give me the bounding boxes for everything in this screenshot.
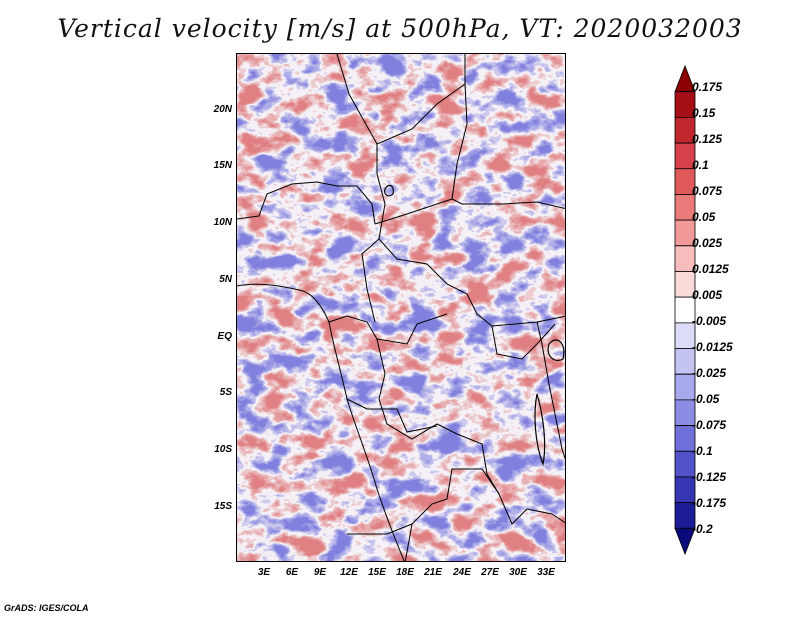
- colorbar-label: -0.2: [692, 522, 713, 536]
- lakes: [384, 184, 565, 467]
- border-central: [336, 54, 386, 323]
- lat-label: 5S: [219, 387, 232, 398]
- lon-label: 24E: [453, 567, 471, 578]
- border-west: [237, 181, 376, 225]
- colorbar-label: 0.125: [692, 132, 723, 146]
- velocity-map: [236, 53, 566, 562]
- colorbar-label: -0.175: [692, 496, 727, 510]
- colorbar: [674, 64, 696, 556]
- colorbar-label: -0.005: [692, 314, 727, 328]
- lat-label: 5N: [219, 274, 232, 285]
- colorbar-segment: [674, 527, 696, 556]
- coastline: [237, 283, 405, 561]
- border-zambia: [404, 468, 565, 561]
- map-title: Vertical velocity [m/s] at 500hPa, VT: 2…: [57, 14, 743, 43]
- lon-label: 15E: [368, 567, 386, 578]
- border-angola-north: [346, 398, 438, 433]
- border-namibia: [347, 523, 413, 535]
- lon-label: 21E: [424, 567, 442, 578]
- lat-label: 15S: [214, 501, 232, 512]
- colorbar-label: 0.025: [692, 236, 723, 250]
- colorbar-label: 0.1: [692, 158, 709, 172]
- lake-victoria: [547, 339, 565, 362]
- border-uganda: [491, 323, 556, 360]
- lat-label: 15N: [213, 160, 232, 171]
- colorbar-label: 0.075: [692, 184, 723, 198]
- lat-label: 10N: [213, 217, 232, 228]
- colorbar-label: -0.125: [692, 470, 727, 484]
- border-drc-south: [376, 338, 500, 495]
- lon-label: 6E: [285, 567, 299, 578]
- colorbar-label: -0.0125: [692, 340, 733, 354]
- velocity-field: [237, 54, 565, 561]
- lon-label: 9E: [313, 567, 327, 578]
- border-chad: [374, 198, 453, 225]
- colorbar-label: 0.05: [692, 210, 716, 224]
- colorbar-label: -0.075: [692, 418, 727, 432]
- lat-label: EQ: [217, 331, 232, 342]
- colorbar-label: 0.0125: [692, 262, 729, 276]
- colorbar-label: -0.1: [692, 444, 713, 458]
- lon-label: 27E: [481, 567, 499, 578]
- lake-tanganyika: [534, 393, 546, 467]
- political-boundaries: [237, 54, 565, 561]
- lon-label: 12E: [340, 567, 358, 578]
- colorbar-label: 0.15: [692, 106, 716, 120]
- colorbar-label: 0.175: [692, 80, 723, 94]
- lon-label: 33E: [537, 567, 555, 578]
- border-tanzania: [536, 321, 565, 460]
- lon-label: 18E: [396, 567, 414, 578]
- lon-label: 3E: [257, 567, 271, 578]
- footer-credit: GrADS: IGES/COLA: [4, 603, 89, 613]
- border-east: [451, 83, 565, 210]
- lat-label: 20N: [213, 104, 232, 115]
- lon-label: 30E: [509, 567, 527, 578]
- colorbar-label: -0.05: [692, 392, 720, 406]
- colorbar-label: 0.005: [692, 288, 723, 302]
- border-car: [378, 238, 565, 327]
- lat-label: 10S: [214, 444, 232, 455]
- map-field: [237, 54, 565, 561]
- lake-chad: [384, 184, 394, 197]
- border-north: [376, 54, 466, 145]
- colorbar-label: -0.025: [692, 366, 727, 380]
